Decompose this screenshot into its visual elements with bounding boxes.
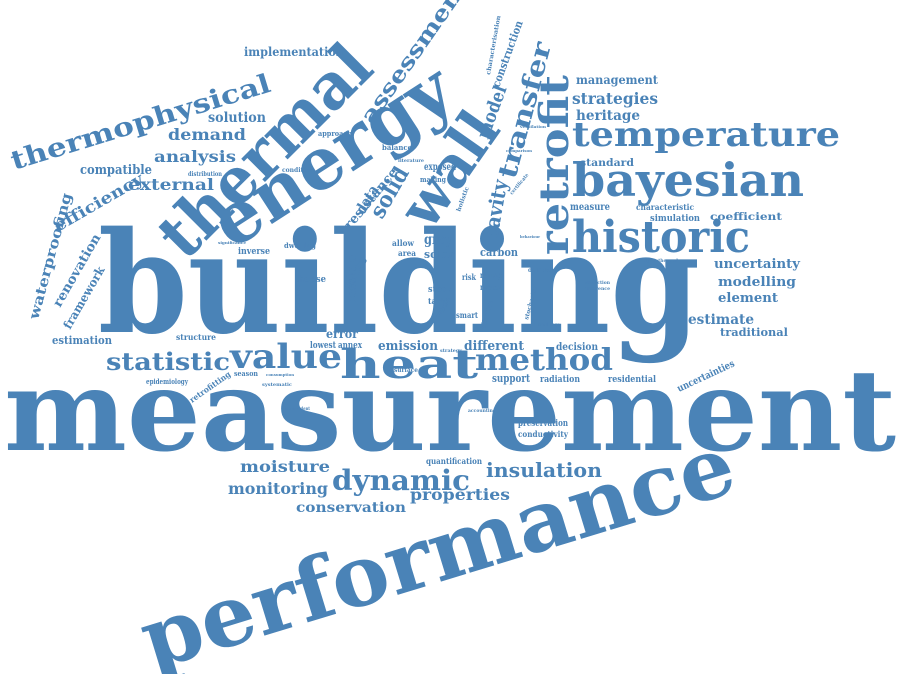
word-annex: annex bbox=[338, 341, 363, 351]
word-historic: historic bbox=[572, 212, 750, 263]
word-rating: rating bbox=[480, 270, 502, 280]
word-condition: condition bbox=[282, 167, 315, 174]
word-difference: difference bbox=[584, 286, 610, 292]
word-properties: properties bbox=[410, 485, 510, 504]
word-making: making bbox=[420, 175, 446, 184]
word-grey: grey bbox=[424, 232, 453, 248]
word-retrofit: retrofit bbox=[531, 74, 578, 255]
word-radiation: radiation bbox=[540, 375, 580, 385]
word-epidemiology: epidemiology bbox=[146, 377, 189, 386]
word-preservation: preservation bbox=[518, 419, 568, 429]
word-estimation: estimation bbox=[52, 334, 112, 347]
word-standard: standard bbox=[580, 158, 634, 169]
word-systematic: systematic bbox=[262, 382, 292, 388]
word-risk: risk bbox=[462, 272, 476, 282]
word-solar: solar bbox=[424, 248, 454, 261]
word-accounting: accounting bbox=[468, 408, 496, 414]
word-literature: literature bbox=[398, 158, 424, 164]
word-dwelling: dwelling bbox=[284, 241, 316, 250]
word-comparison: comparison bbox=[506, 148, 532, 153]
word-strategies: strategies bbox=[572, 89, 658, 108]
word-independent: independent bbox=[284, 406, 311, 412]
word-carbon: carbon bbox=[480, 246, 518, 259]
word-ventilation: ventilation bbox=[519, 124, 546, 129]
word-solution: solution bbox=[208, 110, 266, 126]
word-coefficient: coefficient bbox=[710, 212, 782, 223]
word-different: different bbox=[464, 339, 524, 354]
word-simulation: simulation bbox=[650, 214, 700, 224]
word-heritage: heritage bbox=[576, 108, 640, 124]
word-strategy: strategy bbox=[440, 348, 463, 354]
word-conservation: conservation bbox=[296, 500, 406, 516]
word-support: support bbox=[492, 372, 531, 385]
word-possible: possible bbox=[345, 255, 360, 305]
word-value: value bbox=[229, 337, 342, 377]
word-characteristic: characteristic bbox=[636, 202, 694, 212]
word-compatible: compatible bbox=[80, 163, 152, 178]
word-exposed: exposed bbox=[424, 162, 456, 173]
word-temperature: temperature bbox=[572, 115, 840, 155]
word-modelling: modelling bbox=[718, 275, 796, 290]
word-surface: surface bbox=[394, 367, 418, 374]
word-uncertainty: uncertainty bbox=[714, 257, 800, 272]
word-sustainable: sustainable bbox=[295, 280, 302, 310]
word-dynamic: dynamic bbox=[332, 464, 470, 497]
word-statistic: statistic bbox=[106, 347, 230, 376]
word-structure: structure bbox=[176, 332, 216, 342]
word-meter: meter bbox=[480, 282, 503, 292]
word-implementation: implementation bbox=[244, 45, 344, 59]
word-lowest: lowest bbox=[310, 341, 337, 351]
word-demand: demand bbox=[168, 125, 246, 144]
word-moisture: moisture bbox=[240, 457, 330, 476]
word-external: external bbox=[128, 175, 214, 194]
word-insulation: insulation bbox=[486, 458, 602, 482]
word-inverse: inverse bbox=[238, 247, 270, 257]
word-estimate: estimate bbox=[688, 312, 754, 328]
word-distribution: distribution bbox=[188, 171, 223, 178]
word-stock: stock bbox=[428, 285, 453, 295]
word-element: element bbox=[718, 291, 778, 306]
word-area: area bbox=[398, 248, 416, 258]
word-measurement: measurement bbox=[4, 346, 896, 477]
word-management: management bbox=[576, 73, 658, 87]
word-consumption: consumption bbox=[266, 372, 294, 377]
word-allow: allow bbox=[392, 238, 415, 248]
word-quantification: quantification bbox=[426, 456, 482, 466]
word-emission: emission bbox=[378, 339, 439, 354]
word-house: house bbox=[298, 275, 326, 285]
word-challenge: challenge bbox=[538, 322, 560, 328]
word-approach: approach bbox=[318, 129, 352, 138]
word-traditional: traditional bbox=[720, 326, 788, 339]
word-decision: decision bbox=[556, 342, 599, 353]
word-conductivity: conductivity bbox=[518, 429, 568, 439]
word-behaviour: behaviour bbox=[520, 234, 541, 239]
word-smart: smart bbox=[456, 310, 478, 320]
word-significance: significance bbox=[218, 240, 246, 245]
word-residential: residential bbox=[608, 375, 657, 385]
word-task: task bbox=[428, 296, 446, 306]
word-method: method bbox=[475, 343, 613, 378]
word-season: season bbox=[234, 369, 258, 378]
word-heat: heat bbox=[340, 341, 479, 388]
word-bayesian: bayesian bbox=[572, 153, 804, 207]
word-hygrothermal: hygrothermal bbox=[644, 258, 678, 264]
word-analysis: analysis bbox=[154, 147, 236, 166]
word-prediction: prediction bbox=[584, 280, 610, 286]
word-domestic: domestic bbox=[528, 267, 556, 274]
word-building: building bbox=[98, 202, 700, 366]
word-measure: measure bbox=[570, 202, 610, 213]
word-monitoring: monitoring bbox=[228, 479, 328, 498]
word-error: error bbox=[326, 327, 359, 341]
word-balance: balance bbox=[382, 143, 413, 152]
